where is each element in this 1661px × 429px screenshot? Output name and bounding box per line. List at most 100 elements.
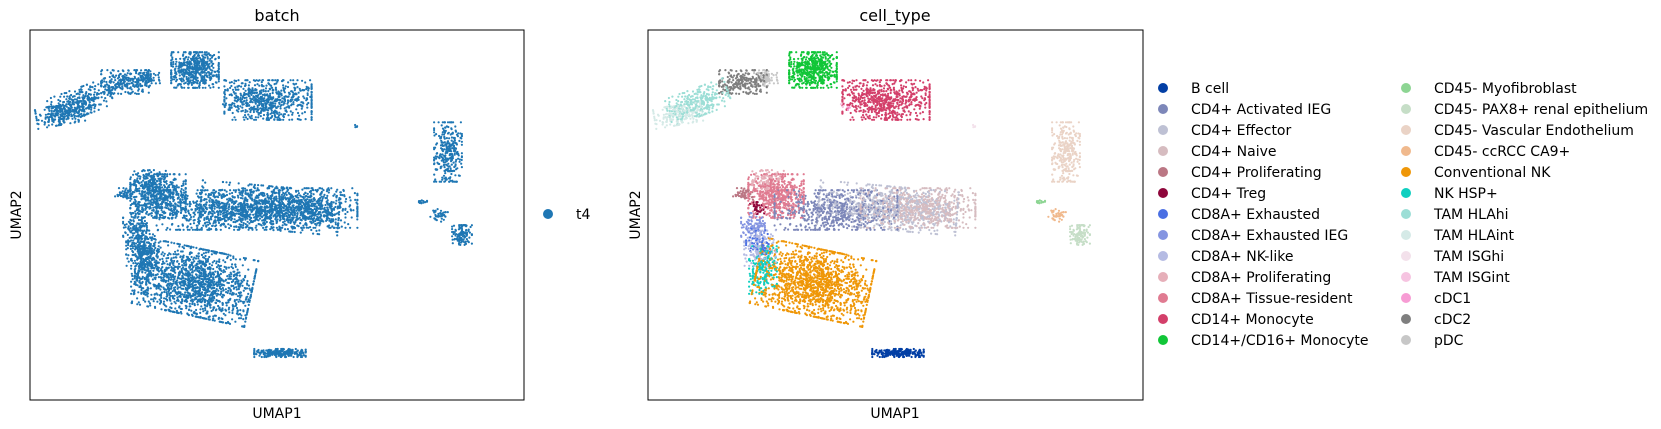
batch-point bbox=[243, 300, 246, 303]
batch-point bbox=[154, 246, 157, 250]
batch-point bbox=[248, 95, 251, 98]
batch-point bbox=[125, 264, 128, 267]
batch-point bbox=[131, 274, 134, 277]
batch-point bbox=[458, 139, 461, 142]
batch-point bbox=[205, 203, 208, 206]
batch-point bbox=[259, 115, 262, 118]
batch-point bbox=[128, 87, 131, 90]
batch-point bbox=[446, 211, 449, 214]
batch-point bbox=[115, 74, 118, 77]
batch-point bbox=[243, 84, 247, 88]
batch-point bbox=[181, 73, 184, 76]
batch-point bbox=[246, 279, 249, 283]
batch-point bbox=[155, 224, 158, 227]
batch-point bbox=[450, 127, 453, 130]
batch-point bbox=[185, 294, 188, 297]
batch-point bbox=[324, 203, 327, 207]
batch-point bbox=[175, 86, 178, 89]
batch-point bbox=[316, 218, 319, 222]
batch-point bbox=[154, 185, 158, 188]
batch-point bbox=[459, 121, 462, 124]
batch-point bbox=[217, 221, 221, 224]
batch-point bbox=[158, 216, 161, 219]
batch-point bbox=[173, 286, 176, 289]
batch-point bbox=[208, 294, 212, 297]
batch-point bbox=[291, 111, 294, 114]
batch-point bbox=[222, 215, 225, 218]
batch-point bbox=[92, 93, 96, 96]
batch-point bbox=[296, 104, 299, 107]
batch-point bbox=[232, 90, 235, 94]
batch-point bbox=[272, 189, 275, 192]
batch-point bbox=[161, 260, 165, 263]
batch-point bbox=[271, 220, 275, 223]
batch-point bbox=[197, 252, 200, 255]
batch-point bbox=[100, 70, 103, 73]
batch-point bbox=[195, 254, 198, 257]
batch-point bbox=[234, 86, 237, 89]
batch-point bbox=[136, 297, 139, 300]
batch-point bbox=[90, 108, 93, 111]
batch-point bbox=[349, 199, 352, 202]
batch-point bbox=[307, 89, 310, 92]
batch-point bbox=[351, 187, 354, 190]
batch-point bbox=[230, 106, 233, 109]
batch-point bbox=[441, 178, 444, 181]
batch-point bbox=[131, 289, 134, 292]
batch-point bbox=[275, 212, 278, 215]
batch-point bbox=[155, 259, 158, 262]
batch-point bbox=[157, 78, 161, 81]
batch-point bbox=[320, 195, 323, 198]
batch-point bbox=[237, 205, 240, 208]
batch-point bbox=[131, 247, 134, 250]
batch-point bbox=[199, 311, 202, 314]
batch-point bbox=[279, 218, 282, 221]
batch-point bbox=[212, 267, 215, 271]
batch-point bbox=[239, 282, 242, 285]
batch-point bbox=[137, 172, 140, 175]
batch-point bbox=[204, 309, 207, 312]
batch-point bbox=[233, 116, 236, 119]
batch-point bbox=[196, 303, 199, 306]
batch-point bbox=[207, 316, 210, 319]
batch-point bbox=[304, 348, 307, 351]
batch-point bbox=[170, 278, 173, 281]
batch-point bbox=[166, 175, 169, 178]
batch-point bbox=[175, 65, 178, 68]
batch-point bbox=[57, 116, 61, 119]
batch-point bbox=[326, 210, 329, 213]
batch-point bbox=[186, 194, 189, 197]
batch-point bbox=[450, 163, 453, 166]
batch-point bbox=[243, 118, 246, 121]
batch-point bbox=[460, 143, 463, 146]
batch-point bbox=[222, 195, 225, 198]
batch-point bbox=[147, 91, 150, 94]
batch-point bbox=[108, 88, 111, 91]
batch-point bbox=[170, 79, 173, 82]
batch-point bbox=[243, 114, 247, 117]
batch-point bbox=[294, 347, 297, 351]
batch-point bbox=[166, 226, 169, 230]
batch-point bbox=[194, 315, 197, 318]
batch-point bbox=[249, 191, 252, 194]
batch-point bbox=[146, 177, 149, 180]
batch-point bbox=[130, 264, 133, 267]
batch-point bbox=[301, 105, 304, 108]
batch-point bbox=[193, 218, 196, 222]
batch-point bbox=[433, 128, 436, 132]
batch-point bbox=[297, 189, 300, 192]
batch-point bbox=[223, 85, 226, 88]
batch-point bbox=[147, 85, 150, 88]
batch-point bbox=[223, 223, 226, 226]
batch-point bbox=[339, 198, 342, 201]
batch-point bbox=[186, 312, 189, 315]
batch-point bbox=[275, 226, 278, 229]
batch-point bbox=[222, 280, 225, 283]
batch-point bbox=[124, 226, 127, 229]
batch-point bbox=[148, 264, 151, 267]
batch-point bbox=[146, 206, 149, 209]
batch-point bbox=[190, 255, 193, 259]
batch-point bbox=[270, 197, 273, 200]
batch-point bbox=[460, 152, 463, 155]
batch-point bbox=[180, 284, 183, 287]
